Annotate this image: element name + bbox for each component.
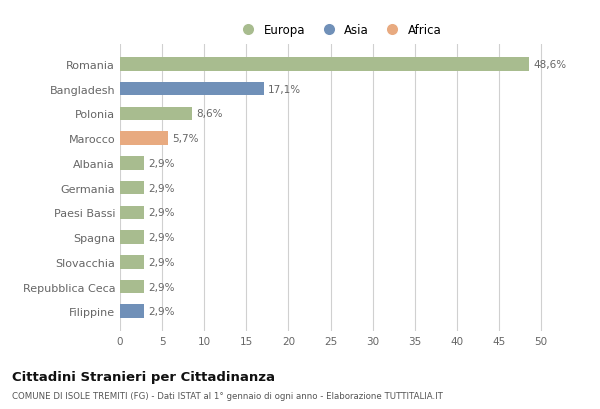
Bar	[120, 58, 529, 72]
Text: COMUNE DI ISOLE TREMITI (FG) - Dati ISTAT al 1° gennaio di ogni anno - Elaborazi: COMUNE DI ISOLE TREMITI (FG) - Dati ISTA…	[12, 391, 443, 400]
Bar	[120, 255, 145, 269]
Text: 2,9%: 2,9%	[149, 232, 175, 243]
Text: 2,9%: 2,9%	[149, 208, 175, 218]
Bar	[120, 231, 145, 244]
Bar	[120, 305, 145, 318]
Text: 2,9%: 2,9%	[149, 282, 175, 292]
Text: 2,9%: 2,9%	[149, 158, 175, 169]
Legend: Europa, Asia, Africa: Europa, Asia, Africa	[232, 19, 446, 42]
Bar	[120, 157, 145, 170]
Bar	[120, 206, 145, 220]
Bar	[120, 181, 145, 195]
Text: 48,6%: 48,6%	[533, 60, 566, 70]
Text: 2,9%: 2,9%	[149, 183, 175, 193]
Text: Cittadini Stranieri per Cittadinanza: Cittadini Stranieri per Cittadinanza	[12, 370, 275, 383]
Bar	[120, 280, 145, 294]
Bar	[120, 107, 193, 121]
Bar	[120, 132, 168, 146]
Text: 8,6%: 8,6%	[197, 109, 223, 119]
Text: 17,1%: 17,1%	[268, 85, 301, 94]
Text: 5,7%: 5,7%	[172, 134, 199, 144]
Text: 2,9%: 2,9%	[149, 306, 175, 317]
Text: 2,9%: 2,9%	[149, 257, 175, 267]
Bar	[120, 83, 264, 96]
